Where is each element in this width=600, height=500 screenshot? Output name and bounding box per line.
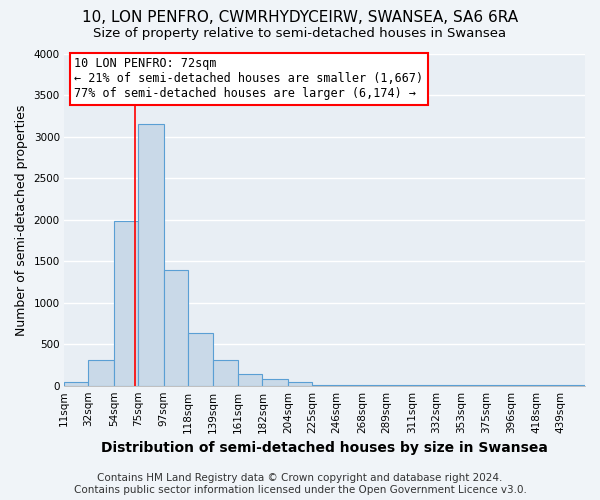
Text: 10, LON PENFRO, CWMRHYDYCEIRW, SWANSEA, SA6 6RA: 10, LON PENFRO, CWMRHYDYCEIRW, SWANSEA, …: [82, 10, 518, 25]
Bar: [188, 332, 212, 386]
Bar: [288, 382, 313, 386]
Bar: [238, 374, 262, 386]
Bar: [313, 385, 337, 386]
Bar: [164, 270, 188, 386]
Bar: [212, 360, 238, 386]
Text: 10 LON PENFRO: 72sqm
← 21% of semi-detached houses are smaller (1,667)
77% of se: 10 LON PENFRO: 72sqm ← 21% of semi-detac…: [74, 58, 424, 100]
Bar: [114, 221, 138, 386]
Bar: [138, 124, 164, 386]
X-axis label: Distribution of semi-detached houses by size in Swansea: Distribution of semi-detached houses by …: [101, 441, 548, 455]
Bar: [262, 380, 288, 386]
Text: Contains HM Land Registry data © Crown copyright and database right 2024.
Contai: Contains HM Land Registry data © Crown c…: [74, 474, 526, 495]
Bar: [337, 385, 362, 386]
Text: Size of property relative to semi-detached houses in Swansea: Size of property relative to semi-detach…: [94, 28, 506, 40]
Bar: [88, 360, 114, 386]
Y-axis label: Number of semi-detached properties: Number of semi-detached properties: [15, 104, 28, 336]
Bar: [64, 382, 88, 386]
